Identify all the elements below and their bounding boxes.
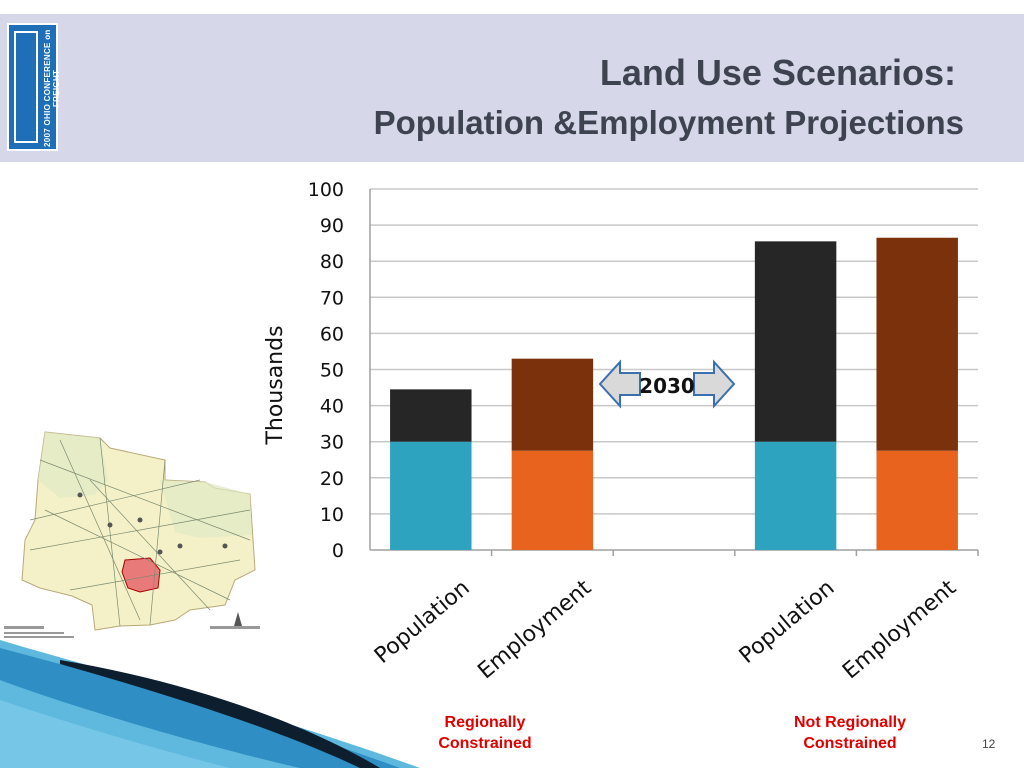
caption-regionally-constrained: Regionally Constrained bbox=[420, 712, 550, 754]
bar-base-1 bbox=[511, 450, 594, 550]
map-county-green bbox=[38, 432, 108, 498]
right-arrow-icon bbox=[693, 359, 736, 409]
bar-top-4 bbox=[876, 237, 958, 451]
y-tick-label-40: 40 bbox=[320, 396, 344, 418]
y-axis-title: Thousands bbox=[263, 325, 288, 445]
logo-bridge-graphic bbox=[14, 31, 38, 143]
map-legend bbox=[4, 612, 260, 638]
y-tick-label-90: 90 bbox=[320, 215, 344, 237]
bar-top-3 bbox=[754, 241, 837, 442]
bar-base-0 bbox=[390, 441, 472, 550]
decorative-swoosh bbox=[0, 640, 420, 768]
slide-title: Land Use Scenarios: bbox=[599, 52, 956, 93]
map-highlight-area bbox=[121, 557, 161, 593]
y-tick-label-30: 30 bbox=[320, 432, 344, 454]
bar-base-4 bbox=[876, 450, 958, 550]
bar-base-3 bbox=[754, 441, 837, 550]
page-number: 12 bbox=[982, 737, 996, 751]
x-category-label-3: Population bbox=[735, 575, 840, 668]
map-county-green-2 bbox=[160, 480, 252, 538]
y-tick-label-80: 80 bbox=[320, 251, 344, 273]
bar-top-1 bbox=[511, 358, 594, 451]
y-tick-label-0: 0 bbox=[332, 540, 344, 562]
map-city-markers bbox=[77, 492, 228, 555]
y-tick-label-10: 10 bbox=[320, 504, 344, 526]
slide-subtitle: Population &Employment Projections bbox=[373, 104, 964, 141]
slide-header bbox=[0, 14, 1024, 162]
map-roads bbox=[29, 437, 251, 627]
caption-right-line2: Constrained bbox=[803, 735, 897, 752]
y-tick-label-50: 50 bbox=[320, 360, 344, 382]
y-tick-label-100: 100 bbox=[308, 179, 344, 201]
conference-logo: 2007 OHIO CONFERENCE on FREIGHT bbox=[7, 23, 61, 151]
region-map bbox=[4, 431, 260, 638]
bar-top-0 bbox=[390, 389, 472, 442]
caption-right-line1: Not Regionally bbox=[793, 714, 906, 731]
y-tick-label-60: 60 bbox=[320, 323, 344, 345]
left-arrow-icon bbox=[598, 359, 641, 409]
callout-year-label: 2030 bbox=[639, 374, 695, 398]
caption-left-line1: Regionally bbox=[444, 714, 526, 731]
y-tick-label-70: 70 bbox=[320, 287, 344, 309]
y-tick-label-20: 20 bbox=[320, 468, 344, 490]
caption-left-line2: Constrained bbox=[438, 735, 532, 752]
x-category-label-4: Employment bbox=[838, 575, 961, 684]
caption-not-regionally-constrained: Not Regionally Constrained bbox=[770, 712, 930, 754]
